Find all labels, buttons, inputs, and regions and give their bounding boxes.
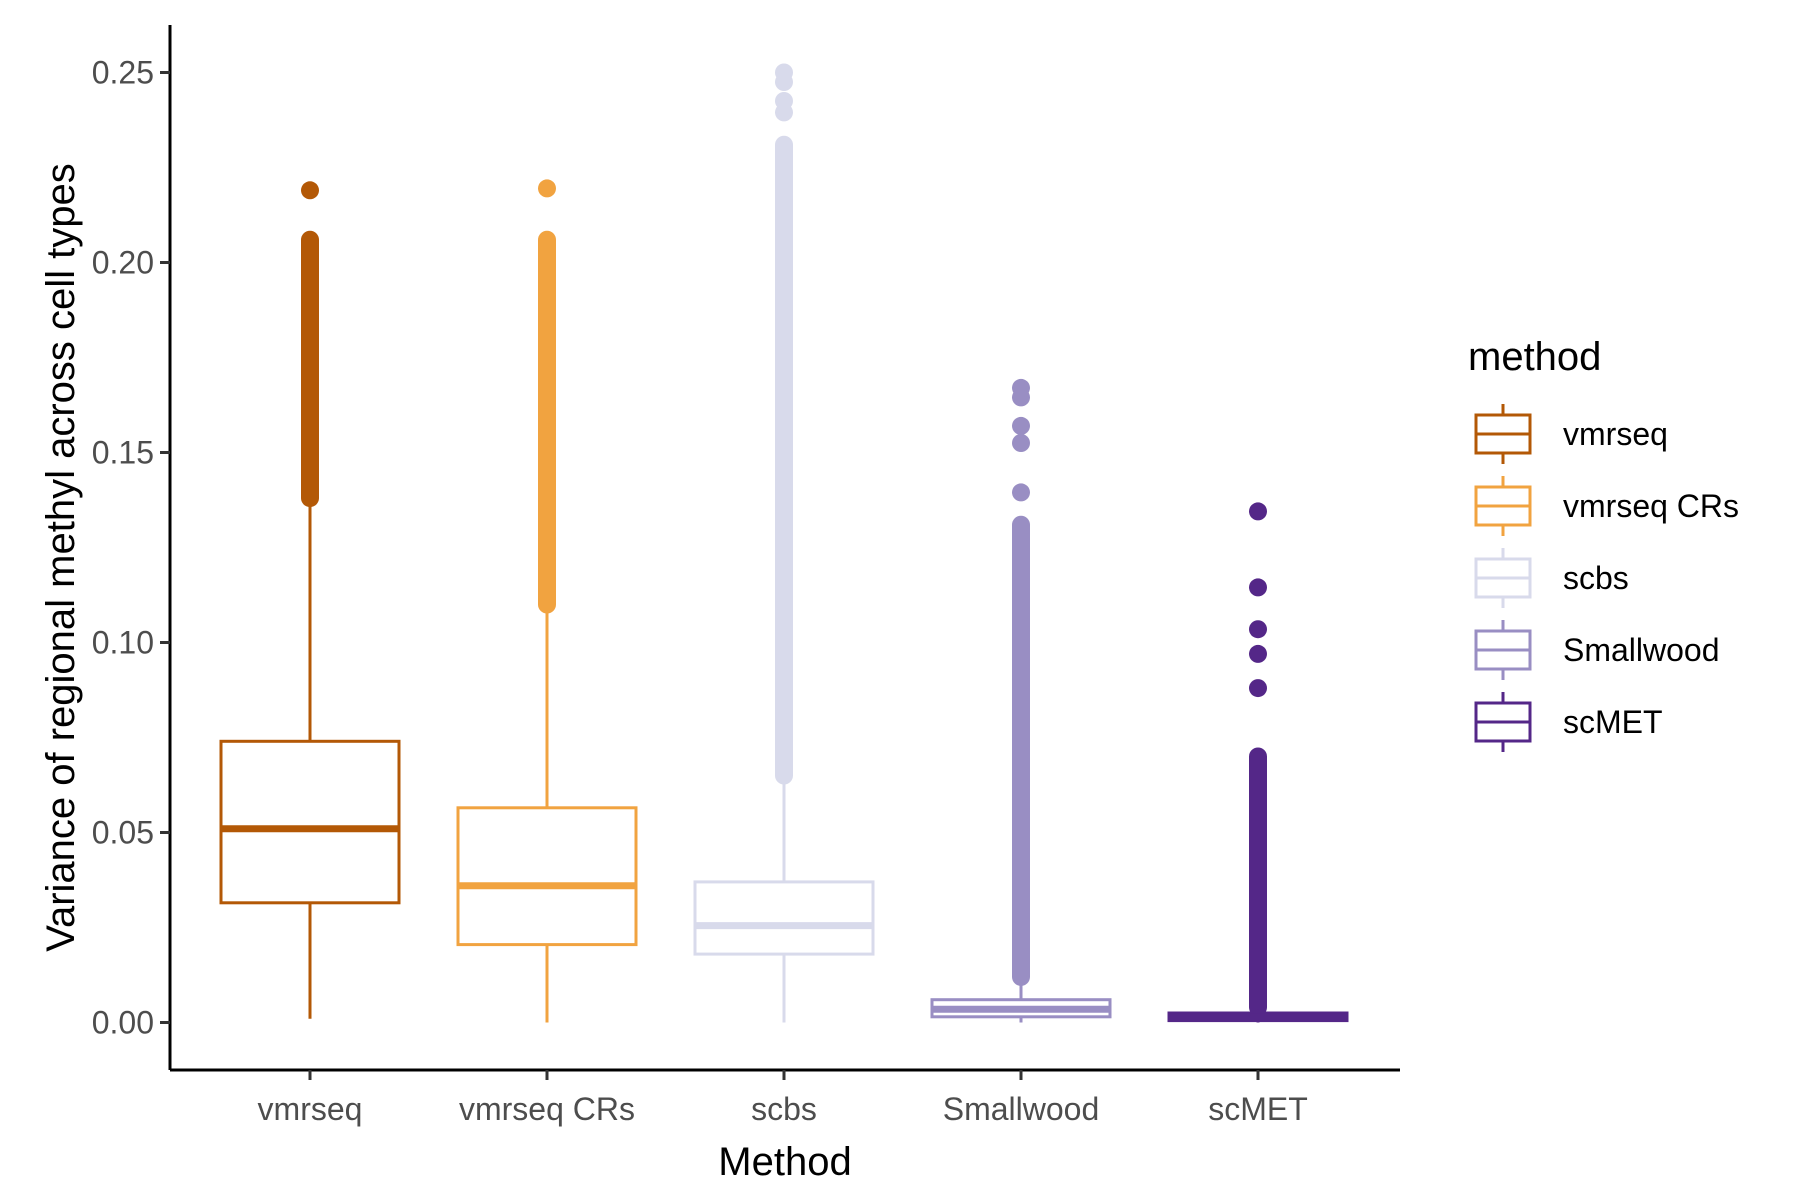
outlier-point — [1249, 644, 1267, 663]
outlier-point — [1012, 434, 1030, 452]
y-tick-label: 0.25 — [92, 55, 154, 91]
legend-item: Smallwood — [1474, 620, 1720, 680]
y-tick-label: 0.10 — [92, 625, 154, 661]
x-tick-label: vmrseq CRs — [459, 1091, 635, 1127]
outlier-point — [775, 63, 793, 82]
outlier-point — [1249, 620, 1267, 639]
outlier-point — [301, 181, 319, 200]
outlier-point — [1012, 378, 1030, 397]
outlier-point — [775, 92, 793, 110]
legend-title: method — [1468, 335, 1601, 379]
x-axis-title: Method — [718, 1140, 851, 1184]
box-group — [1167, 502, 1349, 1023]
box-group — [456, 179, 638, 1023]
outlier-point — [1012, 483, 1030, 502]
legend-label: Smallwood — [1563, 632, 1720, 668]
legend-item: scMET — [1474, 692, 1663, 752]
outlier-point — [1249, 578, 1267, 597]
box-group — [219, 181, 401, 1019]
y-axis-ticks: 0.00 0.05 0.10 0.15 0.20 0.25 — [92, 55, 170, 1041]
box-iqr — [219, 739, 401, 905]
outlier-point — [1249, 502, 1267, 521]
outlier-band — [301, 230, 319, 508]
x-tick-label: scMET — [1208, 1091, 1308, 1127]
y-tick-label: 0.20 — [92, 245, 154, 281]
x-axis-ticks: vmrseq vmrseq CRs scbs Smallwood scMET — [258, 1070, 1308, 1127]
outlier-point — [1249, 679, 1267, 698]
y-tick-label: 0.05 — [92, 815, 154, 851]
y-tick-label: 0.00 — [92, 1005, 154, 1041]
box-iqr — [456, 806, 638, 947]
outlier-point — [538, 179, 556, 198]
x-tick-label: scbs — [751, 1091, 817, 1127]
legend-label: scMET — [1563, 704, 1663, 740]
outlier-band — [538, 230, 556, 614]
legend-label: scbs — [1563, 560, 1629, 596]
outlier-band — [1012, 515, 1030, 986]
outlier-band — [1249, 747, 1267, 1017]
x-tick-label: vmrseq — [258, 1091, 363, 1127]
legend-item: vmrseq — [1474, 404, 1668, 464]
outlier-point — [1012, 416, 1030, 435]
box-group — [693, 63, 875, 1023]
box-group — [930, 378, 1112, 1023]
boxes-layer — [219, 63, 1349, 1023]
y-axis-title: Variance of regional methyl across cell … — [39, 163, 83, 952]
legend-label: vmrseq — [1563, 416, 1668, 452]
outlier-band — [775, 135, 793, 785]
legend: method vmrseq vmrseq CRs scbs Smallwood scME… — [1468, 335, 1739, 752]
legend-label: vmrseq CRs — [1563, 488, 1739, 524]
x-tick-label: Smallwood — [943, 1091, 1100, 1127]
y-tick-label: 0.15 — [92, 435, 154, 471]
legend-item: scbs — [1474, 548, 1629, 608]
legend-item: vmrseq CRs — [1474, 476, 1739, 536]
box-iqr — [693, 880, 875, 956]
